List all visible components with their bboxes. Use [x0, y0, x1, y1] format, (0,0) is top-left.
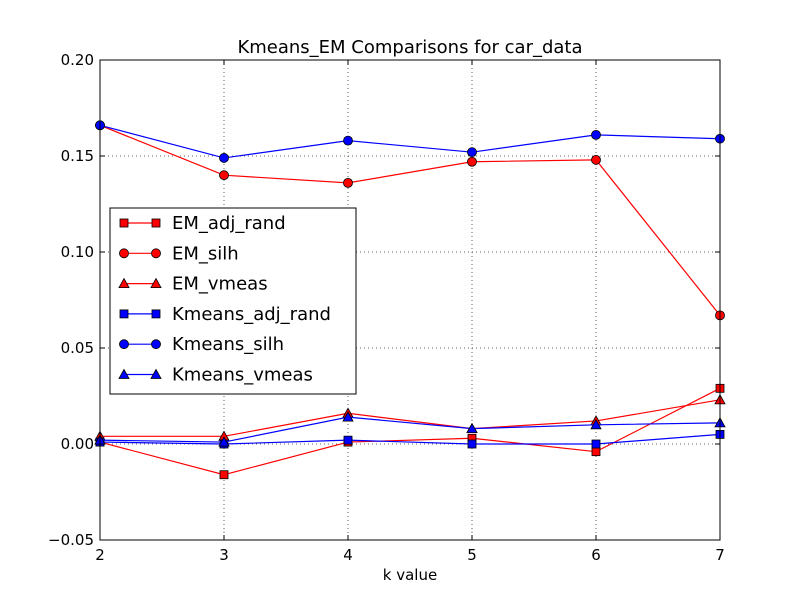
legend-label: Kmeans_silh — [172, 334, 284, 355]
legend-marker — [119, 309, 129, 319]
data-point — [467, 147, 477, 158]
legend-marker — [119, 339, 129, 350]
legend-label: EM_silh — [172, 243, 239, 264]
plot-frame — [99, 59, 721, 541]
series-line — [99, 387, 721, 476]
legend-entry: EM_adj_rand — [119, 213, 286, 234]
legend-marker — [150, 368, 162, 379]
legend-box — [109, 207, 357, 395]
data-point — [466, 422, 478, 434]
data-point — [591, 439, 601, 449]
series-line — [99, 433, 721, 445]
data-point — [343, 435, 353, 445]
data-point — [343, 135, 353, 146]
legend-entry: EM_vmeas — [118, 274, 268, 295]
legend-label: Kmeans_vmeas — [172, 365, 313, 386]
data-point — [590, 418, 602, 430]
series-line — [99, 124, 721, 159]
legend-label: EM_adj_rand — [172, 213, 286, 234]
data-point — [219, 470, 229, 480]
x-axis-label: k value — [383, 566, 437, 584]
series-layer — [94, 120, 726, 480]
series-Kmeans_adj_rand — [95, 429, 725, 449]
x-tick-label: 3 — [219, 546, 229, 564]
legend-entry: Kmeans_vmeas — [118, 365, 313, 386]
y-tick-label: 0.20 — [61, 51, 94, 69]
legend-marker — [151, 248, 161, 259]
y-tick-label: 0.05 — [61, 339, 94, 357]
x-tick-label: 4 — [343, 546, 353, 564]
legend: EM_adj_rand EM_silh EM_vmeas Kmeans_adj_ran… — [109, 207, 357, 395]
legend-marker — [118, 277, 130, 289]
legend-marker — [119, 248, 129, 259]
series-EM_adj_rand — [95, 383, 725, 480]
data-point — [342, 411, 354, 422]
legend-marker — [151, 309, 161, 319]
legend-entry: Kmeans_adj_rand — [119, 304, 331, 325]
series-line — [99, 416, 721, 443]
legend-marker — [119, 218, 129, 228]
series-line — [100, 399, 721, 437]
legend-label: EM_vmeas — [172, 274, 268, 295]
legend-entry: Kmeans_silh — [119, 334, 284, 355]
y-tick-label: 0.00 — [61, 435, 94, 453]
data-point — [219, 153, 229, 163]
chart-title: Kmeans_EM Comparisons for car_data — [237, 37, 582, 58]
x-tick-label: 5 — [467, 546, 477, 564]
y-tick-label: 0.10 — [61, 243, 94, 261]
legend-marker — [118, 368, 130, 379]
y-tick-label: −0.05 — [48, 531, 94, 549]
series-Kmeans_vmeas — [94, 411, 726, 447]
x-tick-label: 2 — [95, 546, 105, 564]
y-tick-label: 0.15 — [61, 147, 94, 165]
data-point — [591, 154, 601, 165]
tick-layer: 2 3 4 5 6 7 −0.05 0.00 0.05 0.10 0.15 0.20 — [48, 51, 725, 564]
data-point — [343, 177, 353, 188]
legend-label: Kmeans_adj_rand — [172, 304, 331, 325]
data-point — [591, 129, 601, 140]
series-line — [99, 124, 721, 316]
data-point — [219, 170, 229, 181]
x-tick-label: 6 — [591, 546, 601, 564]
data-point — [467, 439, 477, 449]
series-Kmeans_silh — [95, 120, 725, 163]
data-point — [218, 436, 230, 447]
data-point — [591, 447, 601, 457]
data-point — [467, 156, 477, 167]
legend-marker — [151, 218, 161, 228]
legend-marker — [150, 277, 162, 289]
legend-marker — [151, 339, 161, 350]
legend-entry: EM_silh — [119, 243, 239, 264]
x-tick-label: 7 — [715, 546, 725, 564]
